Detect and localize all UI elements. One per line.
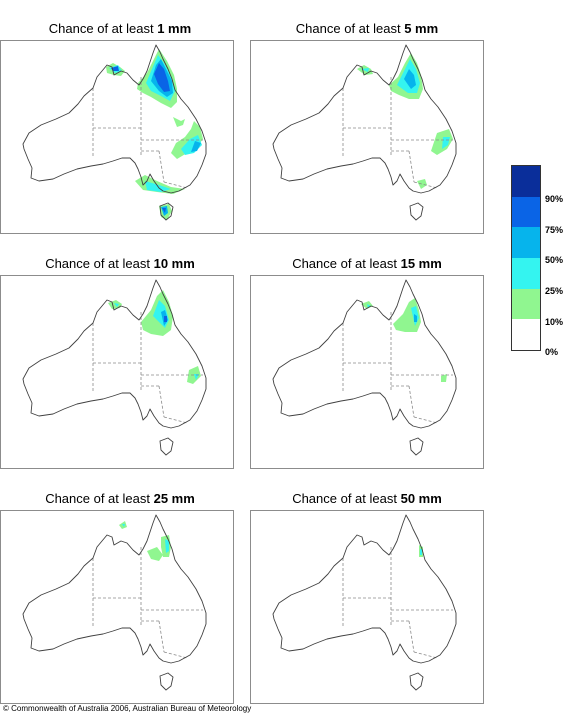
panel-title-1mm: Chance of at least 1 mm [48,21,192,36]
state-border [163,181,188,189]
panel-title-50mm: Chance of at least 50 mm [292,491,442,506]
probability-region [431,129,453,155]
legend-label: 0% [545,347,559,357]
tasmania-coastline [409,202,424,221]
state-border [158,620,165,653]
panel-title-25mm: Chance of at least 25 mm [45,491,195,506]
legend-swatch-2 [512,227,540,258]
tasmania-coastline [159,672,174,691]
tasmania-fill [160,438,173,455]
probability-region [420,549,422,555]
coastline [272,279,457,429]
tasmania-fill [410,673,423,690]
panel-title-15mm: Chance of at least 15 mm [292,256,442,271]
state-border [413,181,438,189]
state-border [408,150,415,183]
map-5mm [250,40,484,234]
map-50mm [250,510,484,704]
probability-region [194,374,199,380]
probability-region [441,374,447,382]
australia-map [22,279,207,456]
state-border [413,651,438,659]
probability-region [114,303,119,307]
probability-legend [511,165,541,351]
coastline [22,44,207,194]
probability-region [361,68,369,72]
probability-region [191,141,201,152]
map-1mm [0,40,234,234]
land-fill [273,280,456,428]
state-border [158,385,165,418]
legend-swatch-5 [512,319,540,350]
coastline [272,44,457,194]
tasmania-fill [410,203,423,220]
tasmania-coastline [409,437,424,456]
state-border [413,416,438,424]
australia-map [22,44,207,221]
coastline [272,514,457,664]
legend-label: 10% [545,317,564,327]
probability-region [404,69,416,89]
tasmania-fill [160,673,173,690]
state-border [163,651,188,659]
probability-region [122,524,125,527]
probability-region [162,208,166,213]
probability-region [414,314,417,322]
map-15mm [250,275,484,469]
legend-swatch-1 [512,196,540,228]
panel-title-5mm: Chance of at least 5 mm [295,21,439,36]
legend-swatch-4 [512,288,540,320]
state-border [408,385,415,418]
probability-region [173,117,185,127]
panel-title-10mm: Chance of at least 10 mm [45,256,195,271]
map-25mm [0,510,234,704]
land-fill [23,515,206,663]
legend-label: 75% [545,225,564,235]
state-border [163,416,188,424]
coastline [22,279,207,429]
legend-swatch-3 [512,258,540,289]
state-border [158,150,165,183]
australia-map [272,514,457,691]
tasmania-coastline [409,672,424,691]
australia-map [272,44,457,221]
probability-region [154,63,170,92]
tasmania-coastline [159,437,174,456]
australia-map [272,279,457,456]
legend-label: 50% [545,255,564,265]
tasmania-fill [410,438,423,455]
map-10mm [0,275,234,469]
probability-region [147,547,163,561]
australia-map [22,514,207,691]
legend-label: 90% [545,194,564,204]
legend-label: 25% [545,286,564,296]
copyright-notice: © Commonwealth of Australia 2006, Austra… [3,704,252,713]
probability-region [165,539,169,553]
probability-region [164,316,167,322]
coastline [22,514,207,664]
state-border [408,620,415,653]
probability-region [417,179,427,189]
probability-region [367,304,371,308]
legend-swatch-0 [512,166,540,197]
tasmania-coastline [159,202,174,221]
land-fill [273,515,456,663]
probability-region [393,298,421,332]
